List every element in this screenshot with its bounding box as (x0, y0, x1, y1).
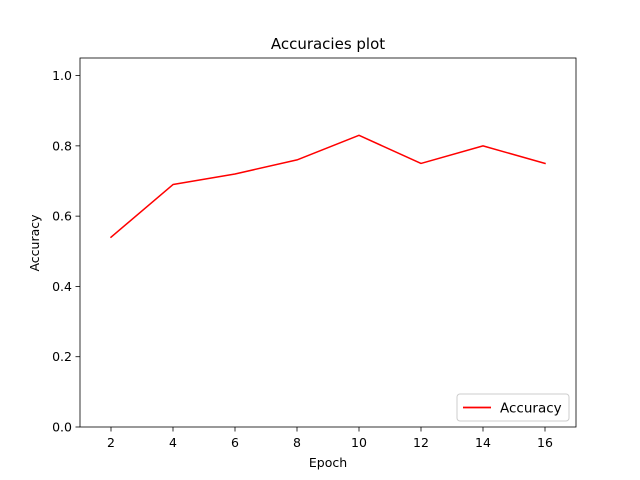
chart-title: Accuracies plot (271, 35, 385, 53)
x-tick-label: 6 (231, 435, 239, 450)
y-tick-label: 0.2 (52, 349, 72, 364)
x-tick-label: 14 (475, 435, 491, 450)
y-tick-label: 1.0 (52, 68, 72, 83)
x-tick-label: 8 (293, 435, 301, 450)
x-tick-label: 4 (169, 435, 177, 450)
axes-frame (79, 57, 577, 428)
legend: Accuracy (456, 393, 570, 422)
legend-box (456, 393, 570, 422)
legend-label-accuracy: Accuracy (500, 401, 562, 417)
x-tick-label: 10 (351, 435, 367, 450)
ticks-layer: 2 4 6 8 10 12 14 16 0.0 0.2 0.4 0.6 0.8 1.0 (52, 68, 553, 450)
y-tick-label: 0.8 (52, 138, 72, 153)
y-tick-label: 0.0 (52, 420, 72, 435)
x-tick-label: 16 (537, 435, 553, 450)
x-tick-label: 12 (413, 435, 429, 450)
series-line-accuracy (109, 134, 546, 239)
plot-area (79, 57, 577, 428)
series-layer (109, 134, 546, 239)
y-axis-label: Accuracy (27, 214, 42, 272)
y-tick-label: 0.4 (52, 279, 72, 294)
x-axis-label: Epoch (309, 455, 347, 470)
y-tick-label: 0.6 (52, 209, 72, 224)
x-tick-label: 2 (107, 435, 115, 450)
